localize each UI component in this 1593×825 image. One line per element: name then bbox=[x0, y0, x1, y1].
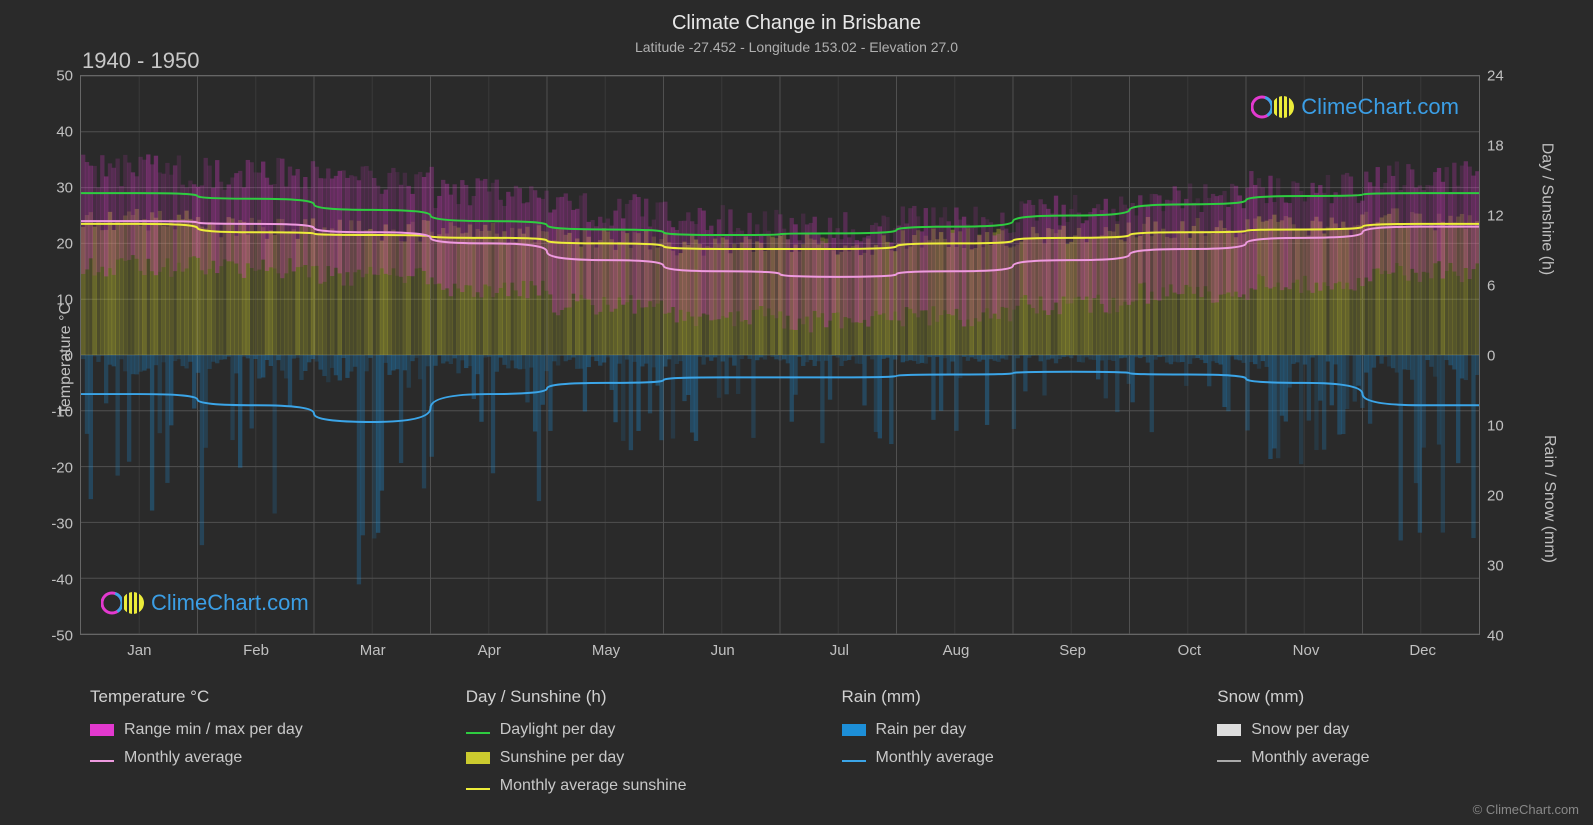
legend-header: Temperature °C bbox=[90, 687, 426, 707]
legend-swatch bbox=[90, 760, 114, 762]
legend-item: Range min / max per day bbox=[90, 721, 426, 739]
watermark-top: ClimeChart.com bbox=[1251, 94, 1459, 120]
legend-swatch bbox=[1217, 724, 1241, 736]
legend-item: Rain per day bbox=[842, 721, 1178, 739]
legend-label: Snow per day bbox=[1251, 721, 1349, 739]
watermark-text: ClimeChart.com bbox=[1301, 94, 1459, 120]
legend-swatch bbox=[90, 724, 114, 736]
x-tick: Apr bbox=[478, 634, 501, 659]
x-tick: Jul bbox=[830, 634, 849, 659]
legend-item: Sunshine per day bbox=[466, 749, 802, 767]
y-left-tick: 50 bbox=[31, 68, 81, 85]
y-right-tick: 6 bbox=[1479, 278, 1495, 295]
plot-svg bbox=[81, 76, 1479, 634]
logo-icon bbox=[1251, 94, 1295, 120]
y-left-tick: -40 bbox=[31, 572, 81, 589]
y-axis-left-label: Temperature °C bbox=[57, 303, 75, 415]
y-right-tick: 24 bbox=[1479, 68, 1504, 85]
legend-label: Monthly average bbox=[1251, 749, 1369, 767]
legend-label: Range min / max per day bbox=[124, 721, 303, 739]
legend-label: Monthly average bbox=[124, 749, 242, 767]
x-tick: Aug bbox=[943, 634, 970, 659]
y-right-tick: 30 bbox=[1479, 558, 1504, 575]
x-tick: Jan bbox=[127, 634, 151, 659]
legend-header: Snow (mm) bbox=[1217, 687, 1553, 707]
y-left-tick: -30 bbox=[31, 516, 81, 533]
legend-item: Snow per day bbox=[1217, 721, 1553, 739]
legend-swatch bbox=[466, 788, 490, 790]
legend-item: Monthly average bbox=[1217, 749, 1553, 767]
legend-swatch bbox=[842, 760, 866, 762]
y-left-tick: 20 bbox=[31, 236, 81, 253]
chart-plot-area: -50-40-30-20-1001020304050 0612182410203… bbox=[80, 75, 1480, 635]
watermark-bottom: ClimeChart.com bbox=[101, 590, 309, 616]
y-right-tick: 0 bbox=[1479, 348, 1495, 365]
legend-item: Daylight per day bbox=[466, 721, 802, 739]
copyright: © ClimeChart.com bbox=[1473, 802, 1579, 817]
y-right-tick: 20 bbox=[1479, 488, 1504, 505]
chart-subtitle: Latitude -27.452 - Longitude 153.02 - El… bbox=[0, 35, 1593, 55]
chart-title: Climate Change in Brisbane bbox=[0, 0, 1593, 35]
y-right-tick: 40 bbox=[1479, 628, 1504, 645]
legend-item: Monthly average bbox=[90, 749, 426, 767]
y-right-tick: 10 bbox=[1479, 418, 1504, 435]
legend-swatch bbox=[466, 752, 490, 764]
legend-header: Rain (mm) bbox=[842, 687, 1178, 707]
x-tick: Dec bbox=[1409, 634, 1436, 659]
legend-column: Rain (mm) Rain per day Monthly average bbox=[842, 687, 1178, 805]
legend-item: Monthly average sunshine bbox=[466, 777, 802, 795]
x-tick: Jun bbox=[711, 634, 735, 659]
x-tick: Oct bbox=[1178, 634, 1201, 659]
legend-column: Temperature °C Range min / max per day Mon… bbox=[90, 687, 426, 805]
x-tick: Mar bbox=[360, 634, 386, 659]
y-left-tick: 40 bbox=[31, 124, 81, 141]
legend-label: Daylight per day bbox=[500, 721, 616, 739]
x-tick: May bbox=[592, 634, 620, 659]
legend-label: Monthly average bbox=[876, 749, 994, 767]
legend-swatch bbox=[1217, 760, 1241, 762]
y-axis-right-bottom-label: Rain / Snow (mm) bbox=[1540, 435, 1558, 563]
legend-header: Day / Sunshine (h) bbox=[466, 687, 802, 707]
y-right-tick: 18 bbox=[1479, 138, 1504, 155]
period-label: 1940 - 1950 bbox=[82, 48, 199, 74]
x-tick: Sep bbox=[1059, 634, 1086, 659]
y-left-tick: -50 bbox=[31, 628, 81, 645]
legend: Temperature °C Range min / max per day Mon… bbox=[90, 687, 1553, 805]
y-left-tick: -20 bbox=[31, 460, 81, 477]
x-tick: Feb bbox=[243, 634, 269, 659]
legend-swatch bbox=[842, 724, 866, 736]
legend-column: Snow (mm) Snow per day Monthly average bbox=[1217, 687, 1553, 805]
legend-label: Sunshine per day bbox=[500, 749, 625, 767]
legend-swatch bbox=[466, 732, 490, 734]
logo-icon bbox=[101, 590, 145, 616]
y-axis-right-top-label: Day / Sunshine (h) bbox=[1538, 143, 1556, 276]
legend-item: Monthly average bbox=[842, 749, 1178, 767]
y-left-tick: 30 bbox=[31, 180, 81, 197]
legend-column: Day / Sunshine (h) Daylight per day Sunshi… bbox=[466, 687, 802, 805]
watermark-text: ClimeChart.com bbox=[151, 590, 309, 616]
legend-label: Rain per day bbox=[876, 721, 967, 739]
x-tick: Nov bbox=[1293, 634, 1320, 659]
y-right-tick: 12 bbox=[1479, 208, 1504, 225]
legend-label: Monthly average sunshine bbox=[500, 777, 687, 795]
